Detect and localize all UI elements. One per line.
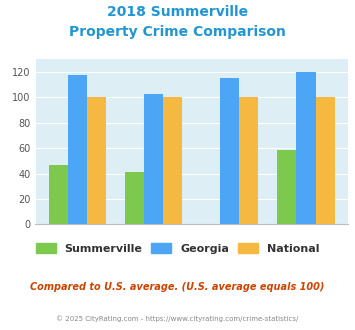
Bar	[163, 97, 182, 224]
Bar	[277, 149, 296, 224]
Legend: Summerville, Georgia, National: Summerville, Georgia, National	[31, 238, 324, 258]
Bar	[125, 172, 144, 224]
Bar	[49, 165, 68, 224]
Bar	[220, 79, 239, 224]
Text: Compared to U.S. average. (U.S. average equals 100): Compared to U.S. average. (U.S. average …	[30, 282, 325, 292]
Bar	[68, 75, 87, 224]
Bar	[316, 97, 334, 224]
Bar	[144, 94, 163, 224]
Text: Property Crime Comparison: Property Crime Comparison	[69, 25, 286, 39]
Bar	[87, 97, 106, 224]
Bar	[239, 97, 258, 224]
Text: 2018 Summerville: 2018 Summerville	[107, 5, 248, 19]
Bar	[296, 72, 316, 224]
Text: © 2025 CityRating.com - https://www.cityrating.com/crime-statistics/: © 2025 CityRating.com - https://www.city…	[56, 315, 299, 322]
